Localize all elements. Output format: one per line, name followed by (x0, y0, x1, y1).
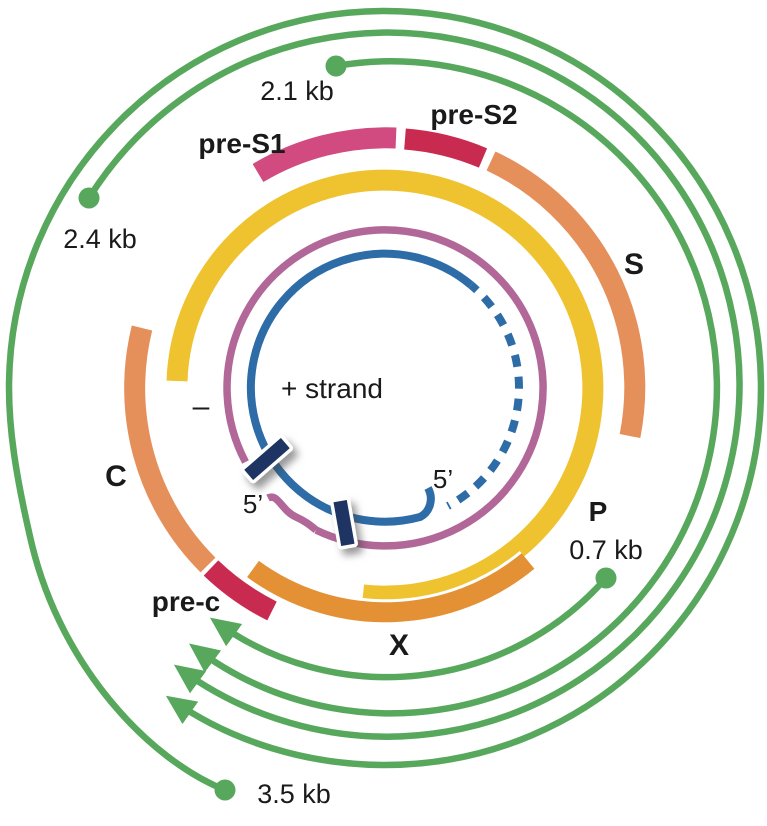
minus-strand-five-prime-tail (266, 493, 319, 533)
plus-strand-solid (246, 249, 474, 526)
transcript-0.7kb-line (209, 575, 609, 681)
label-plus-strand: + strand (281, 373, 383, 404)
transcript-3.5kb-line (5, 7, 765, 794)
label-minus-five-prime: 5’ (243, 489, 263, 519)
orf-c-arc (124, 325, 216, 573)
transcript-2.1kb-start-dot (325, 55, 347, 77)
transcript-2.1kb-line (189, 58, 721, 717)
plus-strand-dashed (446, 281, 523, 510)
terminal-protein-bar (240, 434, 294, 484)
transcript-3.5kb-start-dot (214, 779, 236, 801)
label-0.7kb: 0.7 kb (569, 535, 643, 565)
label-3.5kb: 3.5 kb (257, 779, 331, 809)
transcript-2.4kb-start-dot (78, 187, 100, 209)
labels: pre-S1 pre-S2 S C P X pre-c 2.1 kb 2.4 k… (63, 76, 644, 809)
label-c: C (105, 460, 127, 493)
transcript-rings (5, 7, 765, 801)
label-plus-five-prime: 5’ (433, 464, 453, 494)
label-minus-strand: – (193, 390, 210, 423)
label-2.1kb: 2.1 kb (260, 76, 334, 106)
orf-pre-s1-arc (252, 127, 397, 183)
orf-pre-c-arc (203, 560, 277, 621)
label-s: S (624, 248, 644, 281)
transcript-0.7kb-start-dot (595, 567, 617, 589)
transcript-2.4kb-line (86, 29, 743, 740)
label-pre-c: pre-c (152, 586, 220, 617)
orf-pre-s2-arc (404, 128, 488, 168)
orf-p-arc (166, 169, 604, 607)
rna-primer-bar (330, 496, 358, 550)
primer-bars (240, 434, 358, 550)
label-2.4kb: 2.4 kb (63, 224, 137, 254)
orf-x-arc (247, 553, 535, 623)
orf-s-arc (486, 151, 646, 439)
label-pre-s1: pre-S1 (198, 128, 285, 159)
minus-strand-circle (223, 226, 547, 550)
label-pre-s2: pre-S2 (430, 99, 517, 130)
label-p: P (589, 496, 608, 527)
label-x: X (389, 629, 409, 662)
